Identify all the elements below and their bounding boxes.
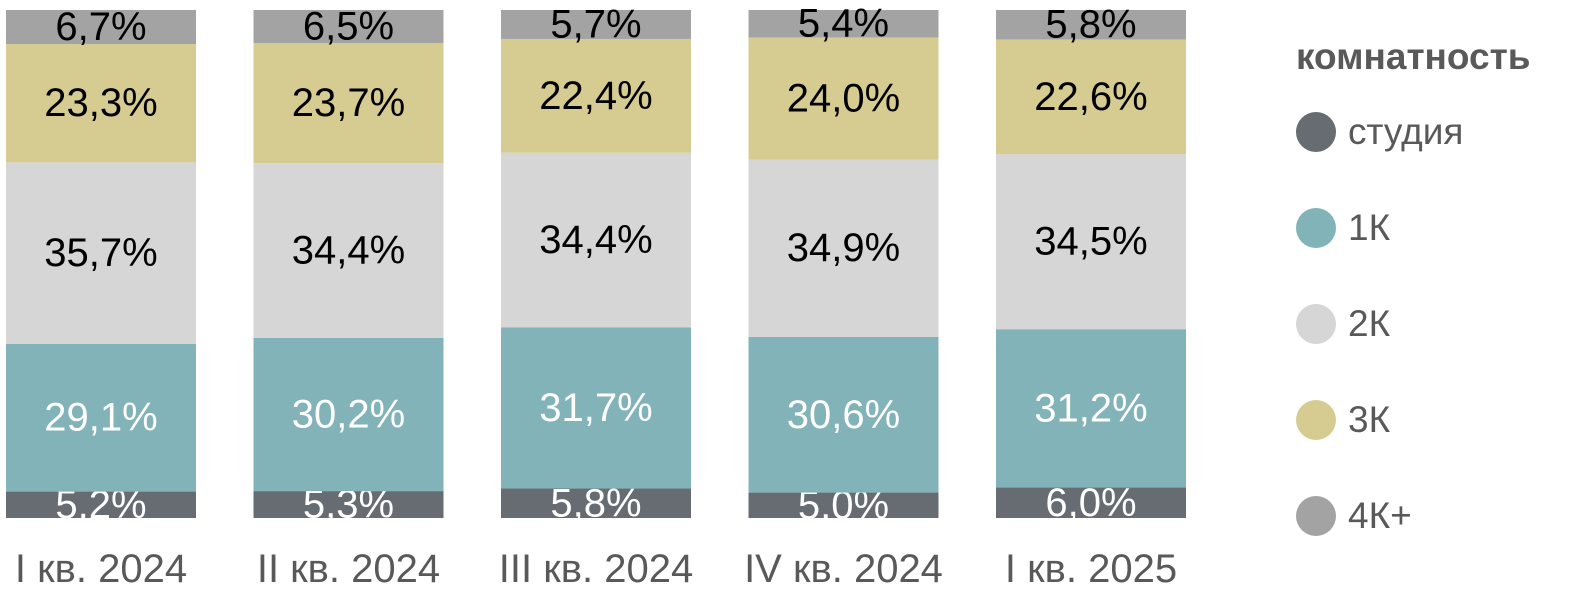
legend-item-studio: студия bbox=[1296, 111, 1464, 152]
bar-segment bbox=[501, 327, 691, 489]
bar-segment bbox=[748, 10, 939, 38]
legend-label-3k: 3К bbox=[1348, 399, 1391, 440]
legend-label-4kplus: 4К+ bbox=[1348, 495, 1412, 536]
category-label: IV кв. 2024 bbox=[744, 547, 943, 591]
data-label: 30,6% bbox=[787, 393, 900, 437]
bar-segment bbox=[253, 10, 444, 43]
data-label: 5,8% bbox=[1045, 3, 1136, 47]
legend-swatch-4kplus bbox=[1296, 496, 1336, 536]
category-label: II кв. 2024 bbox=[257, 547, 440, 591]
bar-segment bbox=[501, 38, 691, 153]
data-label: 34,4% bbox=[292, 229, 405, 273]
data-label: 29,1% bbox=[44, 396, 157, 440]
category-label: I кв. 2024 bbox=[15, 547, 187, 591]
bar-segment bbox=[748, 159, 939, 337]
bar-segment bbox=[253, 337, 444, 492]
legend-swatch-2k bbox=[1296, 304, 1336, 344]
data-label: 34,4% bbox=[539, 218, 652, 262]
legend-label-2k: 2К bbox=[1348, 303, 1391, 344]
bar-segment bbox=[748, 336, 939, 493]
data-label: 34,9% bbox=[787, 226, 900, 270]
bar-segment bbox=[6, 10, 196, 45]
bar-segment bbox=[253, 163, 444, 338]
legend-swatch-studio bbox=[1296, 112, 1336, 152]
data-label: 5,4% bbox=[798, 2, 889, 46]
bar-segment bbox=[6, 44, 196, 163]
legend-item-4kplus: 4К+ bbox=[1296, 495, 1412, 536]
data-label: 23,7% bbox=[292, 81, 405, 125]
stacked-bar-chart: 5,2%29,1%35,7%23,3%6,7%I кв. 20245,3%30,… bbox=[6, 2, 1186, 591]
legend-title: комнатность bbox=[1296, 36, 1531, 77]
bar-segment bbox=[253, 491, 444, 518]
data-label: 35,7% bbox=[44, 231, 157, 275]
legend-swatch-1k bbox=[1296, 208, 1336, 248]
data-label: 34,5% bbox=[1034, 220, 1147, 264]
legend-item-2k: 2К bbox=[1296, 303, 1391, 344]
legend-swatch-3k bbox=[1296, 400, 1336, 440]
data-label: 22,4% bbox=[539, 74, 652, 118]
legend-label-studio: студия bbox=[1348, 111, 1464, 152]
bar-segment bbox=[253, 42, 444, 164]
data-label: 23,3% bbox=[44, 81, 157, 125]
data-label: 6,0% bbox=[1045, 481, 1136, 525]
data-label: 6,5% bbox=[303, 4, 394, 48]
bar-segment bbox=[6, 491, 196, 518]
category-label: III кв. 2024 bbox=[499, 547, 693, 591]
category-label: I кв. 2025 bbox=[1005, 547, 1177, 591]
bar-segment bbox=[501, 152, 691, 328]
bar-segment bbox=[996, 10, 1186, 40]
bar-segment bbox=[996, 329, 1186, 488]
legend-item-3k: 3К bbox=[1296, 399, 1391, 440]
data-label: 22,6% bbox=[1034, 75, 1147, 119]
bar-segment bbox=[501, 488, 691, 518]
bar-segment bbox=[6, 162, 196, 344]
bar-segment bbox=[996, 39, 1186, 155]
bar-segment bbox=[748, 37, 939, 160]
bar-segment bbox=[996, 154, 1186, 330]
bar-segment bbox=[501, 10, 691, 39]
data-label: 6,7% bbox=[55, 5, 146, 49]
data-label: 5,8% bbox=[550, 481, 641, 525]
data-label: 31,2% bbox=[1034, 386, 1147, 430]
bar-segment bbox=[6, 343, 196, 492]
legend-item-1k: 1К bbox=[1296, 207, 1391, 248]
data-label: 30,2% bbox=[292, 392, 405, 436]
legend-label-1k: 1К bbox=[1348, 207, 1391, 248]
bar-segment bbox=[748, 492, 939, 518]
bar-segment bbox=[996, 487, 1186, 518]
data-label: 24,0% bbox=[787, 76, 900, 120]
data-label: 5,7% bbox=[550, 2, 641, 46]
data-label: 31,7% bbox=[539, 386, 652, 430]
